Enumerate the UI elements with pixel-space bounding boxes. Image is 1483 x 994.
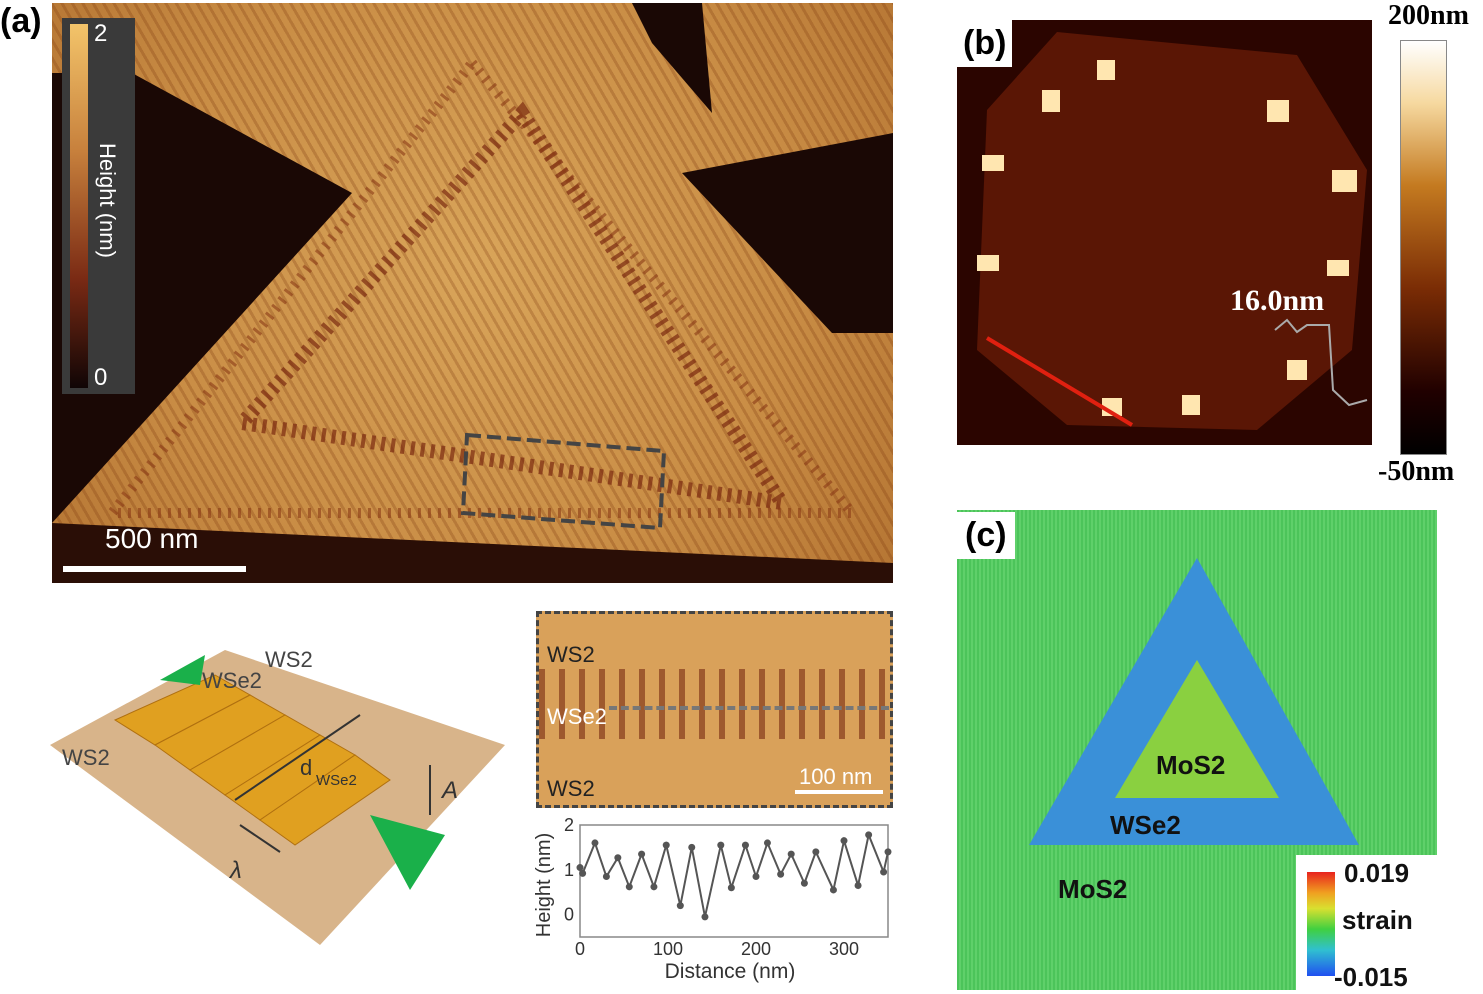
inset-scale-bar (795, 790, 883, 794)
mos2-inner-triangle (1115, 660, 1279, 798)
height-annotation: 16.0nm (1230, 284, 1325, 317)
profile-trace (1274, 318, 1368, 407)
label-wse2: WSe2 (1110, 810, 1181, 840)
colorbar-b-max: 200nm (1388, 0, 1469, 31)
label-inner-mos2: MoS2 (1156, 750, 1226, 780)
label-d: d (300, 755, 312, 780)
data-point (854, 881, 862, 889)
label-amplitude: A (440, 777, 458, 804)
label-outer-mos2: MoS2 (1058, 874, 1128, 904)
data-point (591, 839, 599, 847)
data-point (625, 883, 633, 891)
afm-height-image (52, 3, 893, 583)
inset-scale-label: 100 nm (799, 764, 873, 789)
data-point (777, 870, 785, 878)
data-point (662, 841, 670, 849)
colorbar-c-min: -0.015 (1334, 962, 1408, 992)
data-point (650, 883, 658, 891)
series-line (579, 831, 889, 918)
inset-label-ws2-top: WS2 (547, 642, 595, 667)
panel-b-label: (b) (957, 20, 1013, 67)
data-point (579, 869, 587, 877)
panel-b-colorbar (1400, 40, 1447, 455)
plot-frame (579, 824, 889, 938)
colorbar-max: 2 (94, 20, 108, 47)
scale-bar (63, 566, 246, 572)
data-point (741, 841, 749, 849)
label-d-sub: WSe2 (316, 772, 357, 789)
panel-a-label: (a) (0, 2, 42, 40)
colorbar-b-min: -50nm (1378, 456, 1455, 487)
bright-edge-spots (977, 60, 1357, 416)
x-tick-label: 300 (829, 939, 859, 959)
data-point (800, 879, 808, 887)
colorbar-min: 0 (94, 364, 108, 391)
data-point (701, 913, 709, 921)
data-point (688, 843, 696, 851)
colorbar-gradient (70, 24, 88, 388)
y-tick-label: 0 (564, 905, 574, 925)
panel-b-image (957, 20, 1372, 445)
y-tick-label: 2 (564, 815, 574, 835)
data-point (880, 868, 888, 876)
y-axis-label: Height (nm) (533, 833, 555, 937)
green-arrow-top (160, 655, 205, 685)
inset-label-ws2-bottom: WS2 (547, 776, 595, 801)
data-point (752, 873, 760, 881)
inset-zoom-image: WS2 WSe2 WS2 100 nm (536, 611, 893, 808)
data-point (812, 848, 820, 856)
data-point (884, 848, 892, 856)
data-point (787, 850, 795, 858)
data-point (865, 831, 873, 839)
panel-c-label: (c) (957, 512, 1015, 559)
strain-colorbar (1307, 872, 1335, 976)
colorbar-c-title: strain (1342, 905, 1413, 935)
data-point (638, 850, 646, 858)
data-point (602, 873, 610, 881)
height-profile-chart: 0 100 200 300 0 1 2 Height (nm) Distance (nm) (533, 815, 892, 983)
dashed-region-box (460, 432, 667, 531)
inset-label-wse2: WSe2 (547, 704, 607, 729)
colorbar-c-max: 0.019 (1344, 858, 1410, 888)
profile-line (609, 706, 889, 710)
x-tick-label: 200 (741, 939, 771, 959)
data-point (763, 839, 771, 847)
label-ws2-top: WS2 (265, 647, 313, 672)
height-colorbar: 2 0 Height (nm) (62, 18, 135, 394)
data-point (676, 902, 684, 910)
data-point (717, 841, 725, 849)
label-ws2-left: WS2 (62, 745, 110, 770)
y-tick-label: 1 (564, 860, 574, 880)
data-point (727, 884, 735, 892)
data-point (614, 854, 622, 862)
ripple-schematic: WS2 WSe2 WS2 d WSe2 A λ (50, 647, 505, 945)
profile-line (985, 336, 1134, 427)
scale-bar-label: 500 nm (105, 523, 199, 554)
green-arrow-bottom (370, 815, 445, 890)
x-tick-label: 100 (653, 939, 683, 959)
data-point (829, 886, 837, 894)
label-wavelength: λ (228, 857, 242, 884)
x-tick-label: 0 (575, 939, 585, 959)
colorbar-title: Height (nm) (95, 143, 120, 258)
label-wse2: WSe2 (202, 668, 262, 693)
data-point (576, 864, 584, 872)
x-axis-label: Distance (nm) (665, 960, 796, 983)
data-point (840, 837, 848, 845)
